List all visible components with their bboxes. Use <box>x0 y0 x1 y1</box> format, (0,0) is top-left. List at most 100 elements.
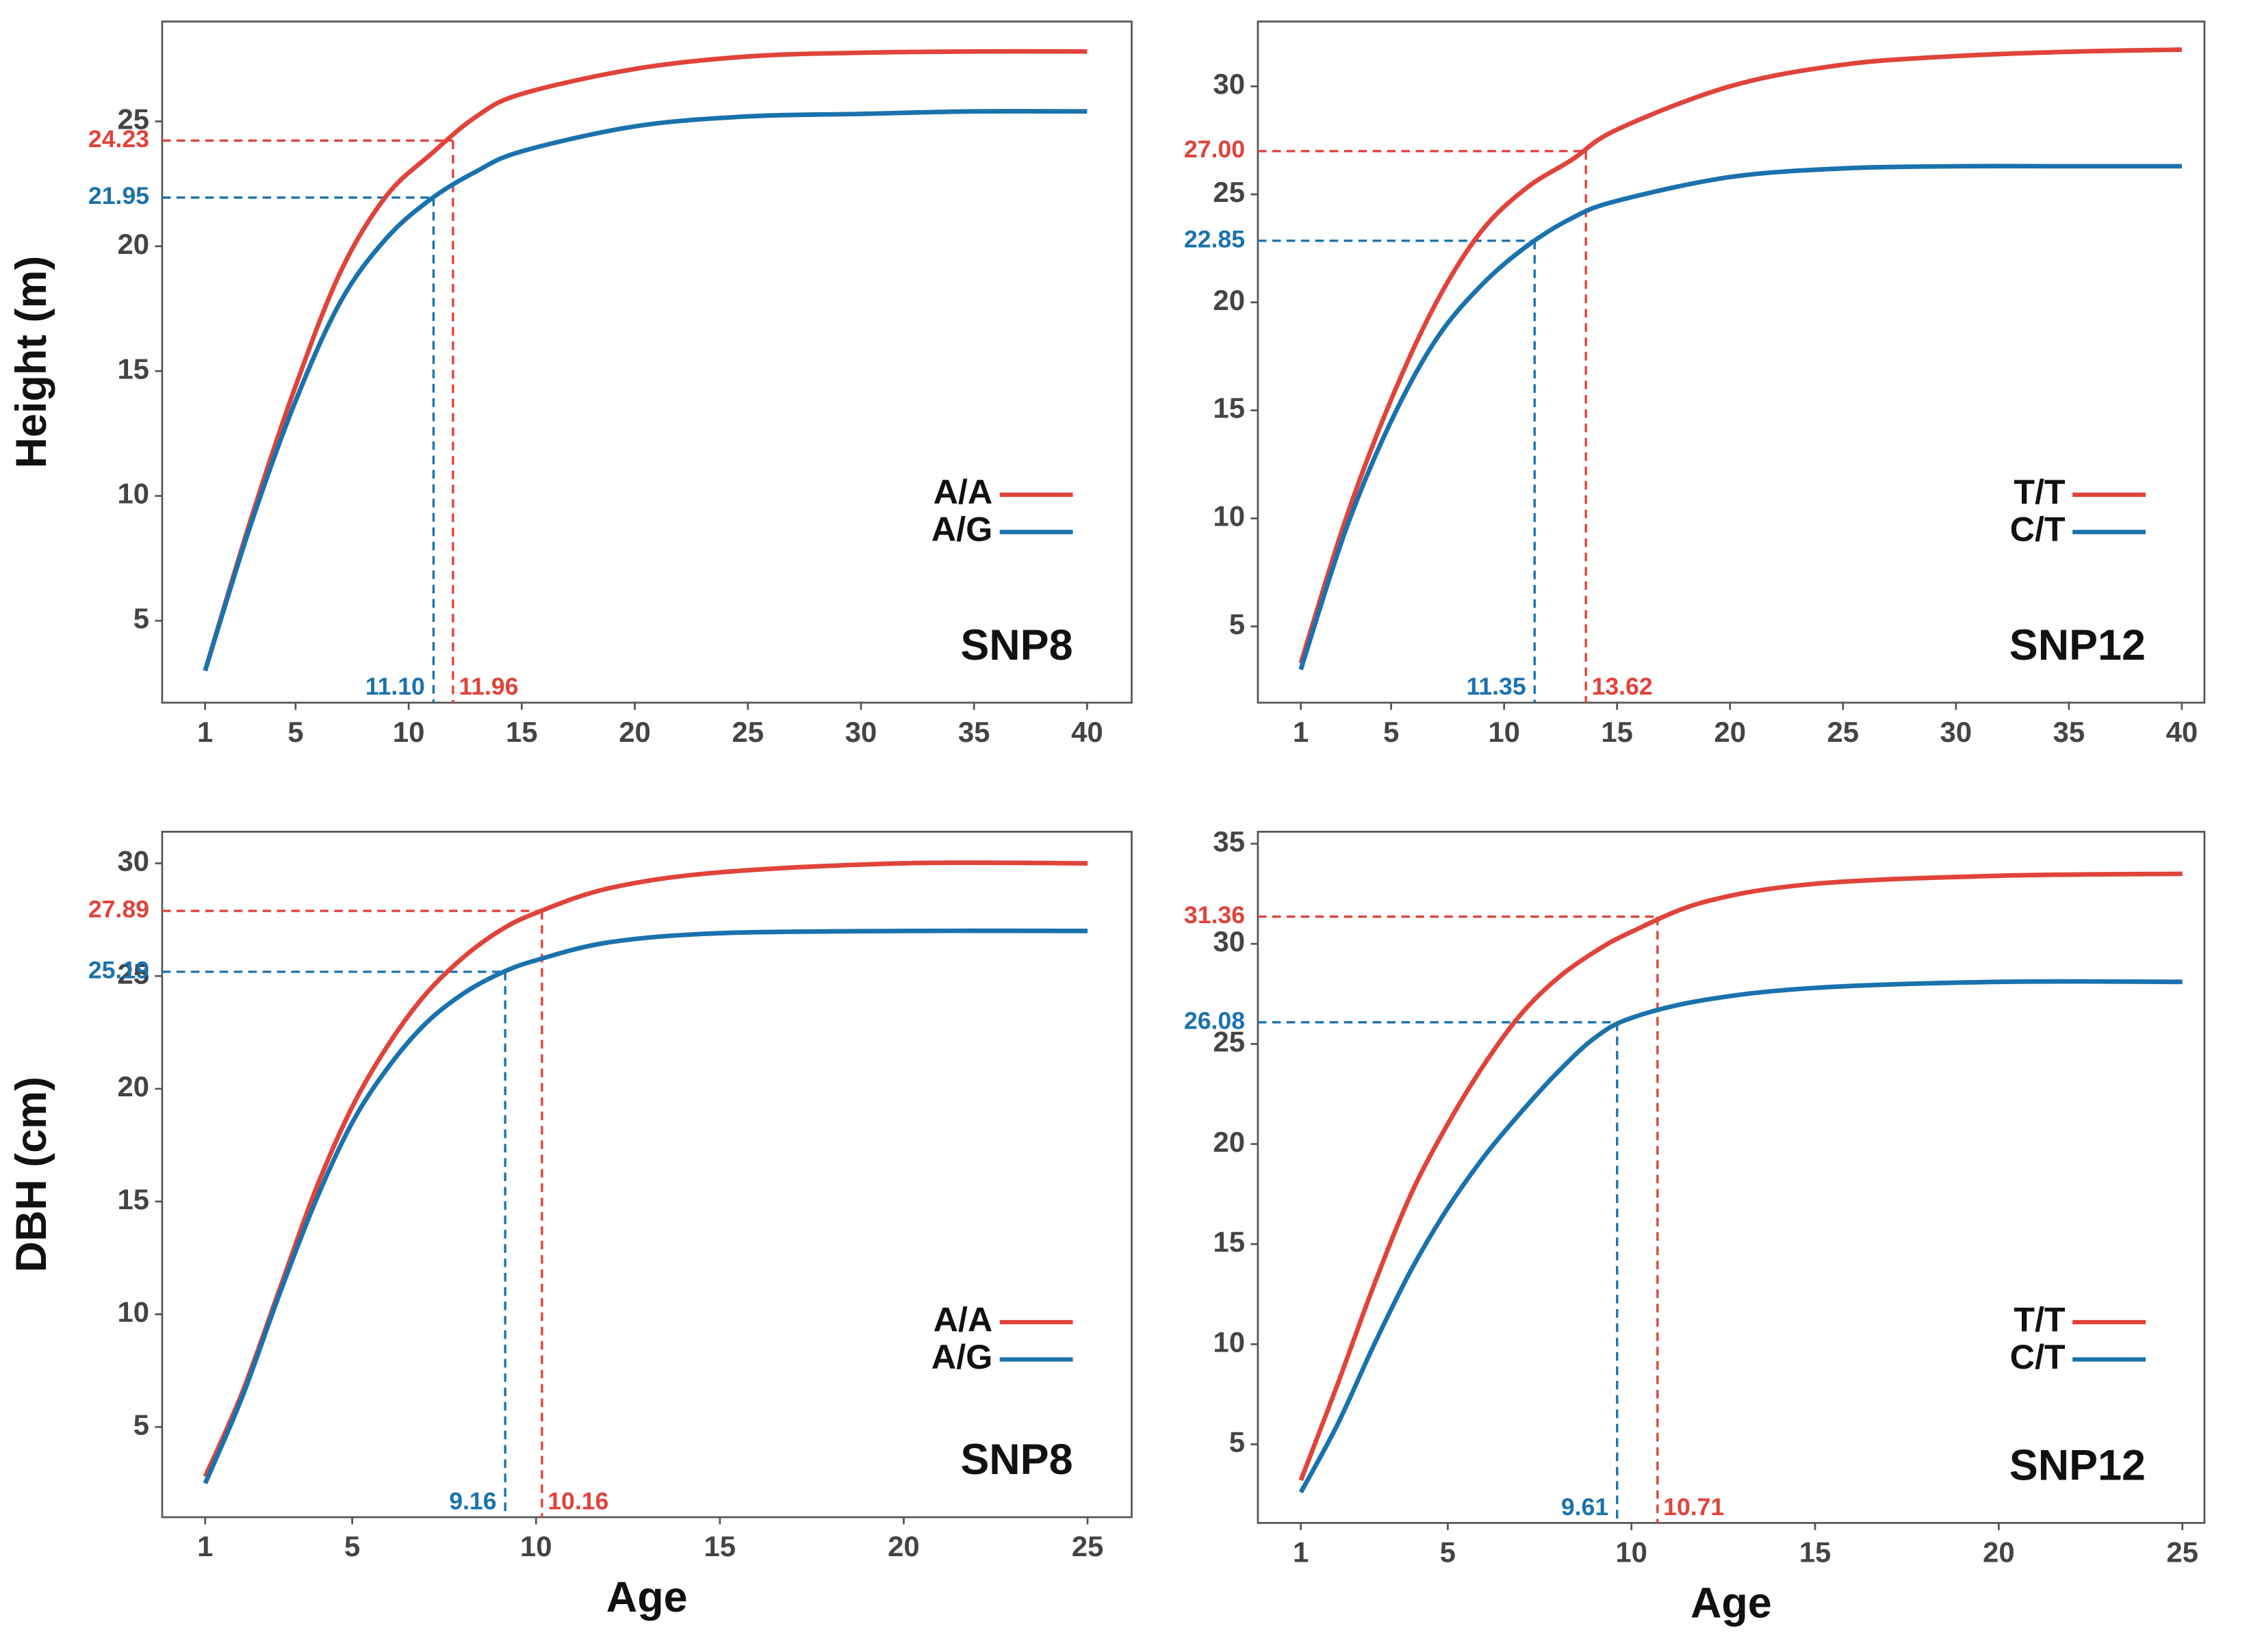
panel-annotation: SNP12 <box>2009 1441 2146 1489</box>
y-tick-label: 5 <box>1229 608 1245 640</box>
x-tick-label: 35 <box>958 716 990 748</box>
y-tick-label: 35 <box>1213 825 1245 857</box>
marker-y-label: 26.08 <box>1184 1007 1245 1034</box>
legend-label: T/T <box>2014 1300 2066 1339</box>
y-tick-label: 20 <box>117 1070 149 1102</box>
x-tick-label: 10 <box>393 716 425 748</box>
x-tick-label: 15 <box>1601 716 1633 748</box>
y-axis-title: DBH (cm) <box>8 1076 55 1272</box>
x-tick-label: 5 <box>287 716 303 748</box>
series-line <box>203 109 1088 672</box>
y-tick-label: 15 <box>1213 392 1245 424</box>
x-tick-label: 1 <box>1293 716 1309 748</box>
x-tick-label: 15 <box>1799 1536 1832 1569</box>
y-tick-label: 5 <box>1229 1426 1245 1458</box>
y-tick-label: 30 <box>1213 68 1245 100</box>
y-axis-title: Height (m) <box>8 256 55 469</box>
series-line <box>1298 979 2183 1494</box>
legend-label: A/G <box>931 510 992 549</box>
legend-label: A/G <box>931 1337 992 1376</box>
marker-y-label: 27.89 <box>88 895 149 922</box>
x-tick-label: 25 <box>1827 716 1859 748</box>
legend-label: C/T <box>2010 510 2066 549</box>
y-tick-label: 25 <box>1213 1026 1245 1058</box>
x-tick-label: 20 <box>619 716 651 748</box>
x-tick-label: 20 <box>1714 716 1746 748</box>
y-tick-label: 20 <box>1213 1126 1245 1158</box>
x-tick-label: 35 <box>2053 716 2085 748</box>
marker-x-label: 10.16 <box>548 1487 608 1514</box>
marker-y-label: 24.23 <box>88 125 149 153</box>
y-tick-label: 15 <box>117 1183 149 1215</box>
marker-y-label: 21.95 <box>88 182 149 209</box>
y-tick-label: 30 <box>1213 925 1245 957</box>
y-tick-label: 25 <box>117 957 149 990</box>
x-tick-label: 15 <box>506 716 538 748</box>
panel-annotation: SNP12 <box>2009 621 2146 669</box>
marker-y-label: 27.00 <box>1184 135 1245 163</box>
y-tick-label: 10 <box>1213 1326 1245 1358</box>
y-tick-label: 10 <box>117 1296 149 1328</box>
x-tick-label: 5 <box>1440 1536 1456 1569</box>
x-tick-label: 25 <box>732 716 764 748</box>
y-tick-label: 30 <box>117 845 149 877</box>
legend-label: A/A <box>934 472 993 511</box>
series-line <box>1298 871 2183 1482</box>
x-axis-title: Age <box>606 1573 688 1621</box>
marker-y-label: 31.36 <box>1184 901 1245 929</box>
y-tick-label: 10 <box>117 478 149 510</box>
x-tick-label: 10 <box>1488 716 1520 748</box>
marker-x-label: 13.62 <box>1592 673 1653 700</box>
marker-x-label: 10.71 <box>1663 1493 1724 1521</box>
x-tick-label: 1 <box>1293 1536 1309 1569</box>
plot-frame <box>161 21 1133 704</box>
x-tick-label: 20 <box>1983 1536 2015 1569</box>
x-tick-label: 15 <box>704 1530 736 1562</box>
x-tick-label: 1 <box>197 1530 213 1562</box>
y-tick-label: 10 <box>1213 500 1245 532</box>
x-tick-label: 5 <box>344 1530 360 1562</box>
series-line <box>1298 47 2182 664</box>
y-tick-label: 15 <box>117 352 149 385</box>
y-tick-label: 20 <box>1213 284 1245 316</box>
x-tick-label: 30 <box>845 716 877 748</box>
marker-y-label: 25.19 <box>88 956 149 983</box>
x-tick-label: 25 <box>2166 1536 2198 1569</box>
x-tick-label: 40 <box>1071 716 1103 748</box>
y-tick-label: 25 <box>1213 176 1245 208</box>
x-tick-label: 10 <box>520 1530 552 1562</box>
y-tick-label: 5 <box>133 1408 149 1441</box>
y-tick-label: 25 <box>117 103 149 135</box>
x-tick-label: 5 <box>1383 716 1399 748</box>
series-line <box>1298 164 2182 671</box>
x-tick-label: 30 <box>1940 716 1972 748</box>
marker-x-label: 11.96 <box>459 673 518 700</box>
x-tick-label: 40 <box>2166 716 2198 748</box>
panel-annotation: SNP8 <box>960 1436 1072 1484</box>
x-axis-title: Age <box>1691 1579 1772 1627</box>
marker-x-label: 9.61 <box>1561 1493 1608 1521</box>
plot-frame <box>1257 21 2206 704</box>
legend-label: C/T <box>2010 1337 2066 1376</box>
y-tick-label: 20 <box>117 228 149 260</box>
x-tick-label: 25 <box>1072 1530 1104 1562</box>
legend-label: A/A <box>934 1300 993 1339</box>
y-tick-label: 15 <box>1213 1226 1245 1258</box>
series-line <box>203 860 1088 1478</box>
marker-x-label: 11.10 <box>365 673 425 700</box>
legend-label: T/T <box>2014 472 2066 511</box>
plot-frame <box>161 831 1133 1519</box>
panel-annotation: SNP8 <box>960 621 1072 669</box>
x-tick-label: 20 <box>888 1530 920 1562</box>
plot-frame <box>1257 831 2206 1524</box>
marker-x-label: 11.35 <box>1466 673 1526 700</box>
x-tick-label: 1 <box>197 716 213 748</box>
series-line <box>203 928 1088 1484</box>
series-line <box>203 49 1088 672</box>
x-tick-label: 10 <box>1615 1536 1647 1569</box>
y-tick-label: 5 <box>133 602 149 634</box>
marker-y-label: 22.85 <box>1184 225 1245 253</box>
marker-x-label: 9.16 <box>449 1487 496 1514</box>
